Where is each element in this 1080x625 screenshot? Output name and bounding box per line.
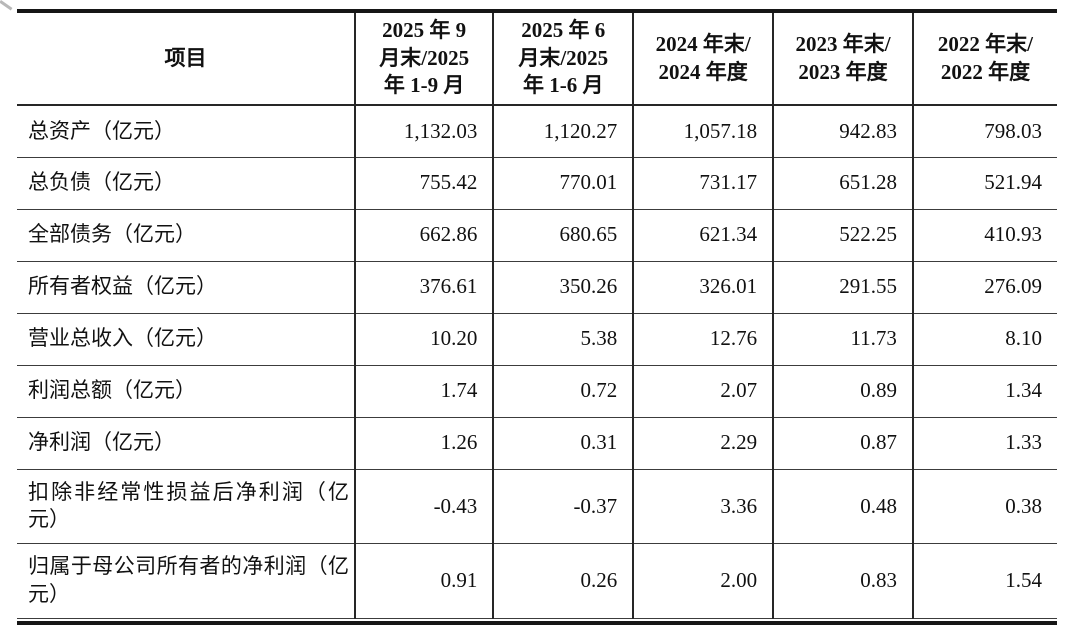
financial-summary-table: 项目 2025 年 9 月末/2025 年 1-9 月 2025 年 6 月末/… xyxy=(17,9,1057,625)
row-value: 770.01 xyxy=(492,157,634,210)
table-row: 所有者权益（亿元） 376.61 350.26 326.01 291.55 27… xyxy=(17,261,1057,314)
row-value: -0.37 xyxy=(492,469,634,545)
table-row: 归属于母公司所有者的净利润（亿元） 0.91 0.26 2.00 0.83 1.… xyxy=(17,543,1057,619)
row-label: 归属于母公司所有者的净利润（亿元） xyxy=(17,543,355,619)
table-header: 项目 2025 年 9 月末/2025 年 1-9 月 2025 年 6 月末/… xyxy=(17,13,1057,107)
table-row: 总负债（亿元） 755.42 770.01 731.17 651.28 521.… xyxy=(17,157,1057,210)
row-value: 2.29 xyxy=(632,417,774,470)
row-value: 1.74 xyxy=(353,365,494,418)
row-value: 350.26 xyxy=(492,261,634,314)
row-value: 11.73 xyxy=(772,313,913,366)
table-row: 营业总收入（亿元） 10.20 5.38 12.76 11.73 8.10 xyxy=(17,313,1057,366)
data-table: 项目 2025 年 9 月末/2025 年 1-9 月 2025 年 6 月末/… xyxy=(17,13,1057,619)
table-body: 总资产（亿元） 1,132.03 1,120.27 1,057.18 942.8… xyxy=(17,105,1057,619)
row-value: 0.87 xyxy=(772,417,913,470)
row-value: 0.38 xyxy=(911,469,1057,545)
row-value: 12.76 xyxy=(632,313,774,366)
header-2025-jun: 2025 年 6 月末/2025 年 1-6 月 xyxy=(492,13,634,107)
row-value: 10.20 xyxy=(353,313,494,366)
row-value: 2.07 xyxy=(632,365,774,418)
table-row: 净利润（亿元） 1.26 0.31 2.29 0.87 1.33 xyxy=(17,417,1057,470)
row-value: 1.26 xyxy=(353,417,494,470)
row-value: 798.03 xyxy=(911,105,1057,158)
row-value: 621.34 xyxy=(632,209,774,262)
row-value: 0.48 xyxy=(772,469,913,545)
row-label: 扣除非经常性损益后净利润（亿元） xyxy=(17,469,355,545)
row-value: 1.33 xyxy=(911,417,1057,470)
row-value: 651.28 xyxy=(772,157,913,210)
row-label: 净利润（亿元） xyxy=(17,417,355,470)
row-label: 利润总额（亿元） xyxy=(17,365,355,418)
row-value: 942.83 xyxy=(772,105,913,158)
header-row: 项目 2025 年 9 月末/2025 年 1-9 月 2025 年 6 月末/… xyxy=(17,13,1057,107)
row-value: 410.93 xyxy=(911,209,1057,262)
header-2022: 2022 年末/ 2022 年度 xyxy=(911,13,1057,107)
row-value: 755.42 xyxy=(353,157,494,210)
row-value: 2.00 xyxy=(632,543,774,619)
table-row: 扣除非经常性损益后净利润（亿元） -0.43 -0.37 3.36 0.48 0… xyxy=(17,469,1057,545)
row-value: 662.86 xyxy=(353,209,494,262)
row-value: 291.55 xyxy=(772,261,913,314)
row-value: 731.17 xyxy=(632,157,774,210)
row-value: 326.01 xyxy=(632,261,774,314)
row-value: 522.25 xyxy=(772,209,913,262)
row-value: 0.72 xyxy=(492,365,634,418)
row-value: 0.26 xyxy=(492,543,634,619)
row-value: 276.09 xyxy=(911,261,1057,314)
header-2024: 2024 年末/ 2024 年度 xyxy=(632,13,774,107)
row-value: 1.34 xyxy=(911,365,1057,418)
row-label: 所有者权益（亿元） xyxy=(17,261,355,314)
row-value: 680.65 xyxy=(492,209,634,262)
header-item: 项目 xyxy=(17,13,355,107)
row-value: 1,057.18 xyxy=(632,105,774,158)
row-value: 8.10 xyxy=(911,313,1057,366)
row-value: 5.38 xyxy=(492,313,634,366)
table-row: 全部债务（亿元） 662.86 680.65 621.34 522.25 410… xyxy=(17,209,1057,262)
row-value: 1,120.27 xyxy=(492,105,634,158)
row-value: 0.91 xyxy=(353,543,494,619)
row-label: 营业总收入（亿元） xyxy=(17,313,355,366)
row-label: 总资产（亿元） xyxy=(17,105,355,158)
table-row: 总资产（亿元） 1,132.03 1,120.27 1,057.18 942.8… xyxy=(17,105,1057,158)
row-value: 376.61 xyxy=(353,261,494,314)
row-value: 3.36 xyxy=(632,469,774,545)
table-row: 利润总额（亿元） 1.74 0.72 2.07 0.89 1.34 xyxy=(17,365,1057,418)
row-value: 0.89 xyxy=(772,365,913,418)
row-value: 521.94 xyxy=(911,157,1057,210)
row-label: 总负债（亿元） xyxy=(17,157,355,210)
row-label: 全部债务（亿元） xyxy=(17,209,355,262)
row-value: 1,132.03 xyxy=(353,105,494,158)
row-value: 1.54 xyxy=(911,543,1057,619)
row-value: -0.43 xyxy=(353,469,494,545)
scan-artifact xyxy=(0,0,13,11)
row-value: 0.31 xyxy=(492,417,634,470)
header-2025-sep: 2025 年 9 月末/2025 年 1-9 月 xyxy=(353,13,494,107)
row-value: 0.83 xyxy=(772,543,913,619)
header-2023: 2023 年末/ 2023 年度 xyxy=(772,13,913,107)
